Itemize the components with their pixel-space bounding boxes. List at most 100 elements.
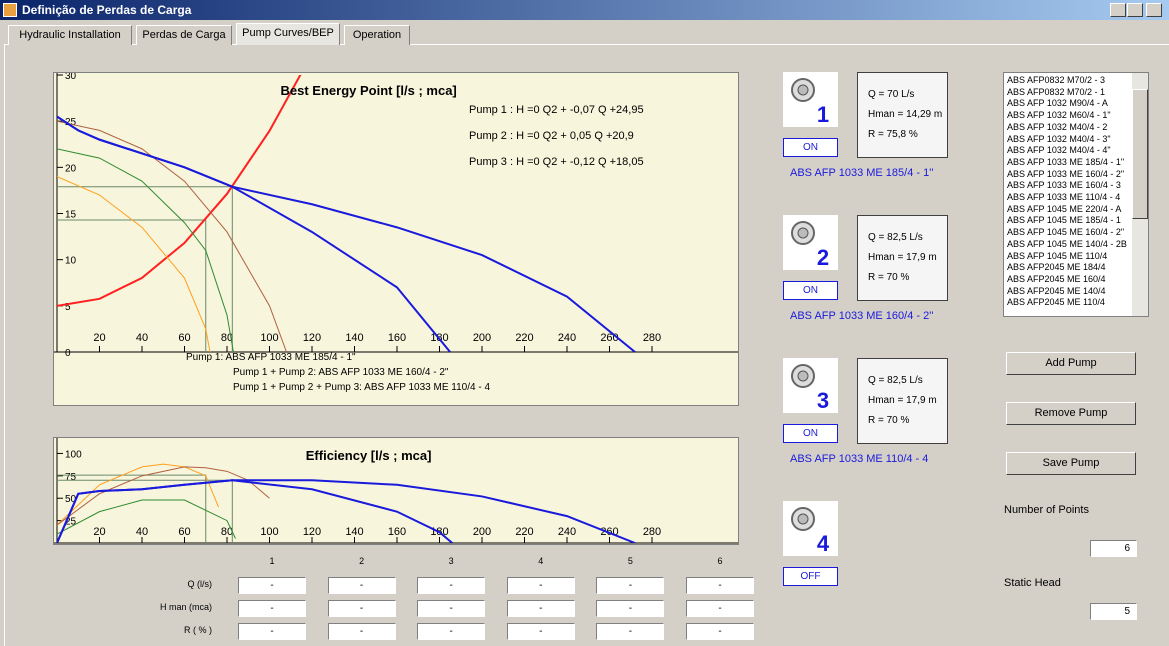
curve: [57, 115, 636, 352]
table-cell[interactable]: -: [686, 623, 754, 640]
window-control[interactable]: [1146, 3, 1162, 17]
table-cell[interactable]: -: [506, 577, 575, 594]
x-tick-label: 240: [558, 526, 576, 538]
column-header: 1: [269, 556, 275, 566]
pump-list-item[interactable]: ABS AFP 1033 ME 160/4 - 3: [1007, 180, 1121, 191]
pump-list-item[interactable]: ABS AFP 1032 M90/4 - A: [1007, 98, 1108, 109]
x-tick-label: 260: [600, 332, 618, 344]
table-cell[interactable]: -: [327, 600, 396, 617]
label: Static Head: [1004, 577, 1061, 589]
column-header: 5: [627, 556, 633, 566]
tab[interactable]: Operation: [344, 25, 410, 45]
scroll-thumb[interactable]: [1132, 89, 1148, 219]
equation: Pump 3 : H =0 Q2 + -0,12 Q +18,05: [469, 156, 644, 168]
button[interactable]: Remove Pump: [1006, 402, 1136, 425]
table-cell[interactable]: -: [686, 577, 754, 594]
pump-list-item[interactable]: ABS AFP 1033 ME 110/4 - 4: [1007, 192, 1121, 202]
x-tick-label: 60: [178, 526, 190, 538]
pump-list-item[interactable]: ABS AFP 1045 ME 185/4 - 1: [1007, 215, 1121, 226]
curve: [57, 176, 211, 352]
tab[interactable]: Pump Curves/BEP: [236, 23, 340, 45]
curve: [57, 115, 451, 352]
legend-entry: Pump 1 + Pump 2 + Pump 3: ABS AFP 1033 M…: [233, 382, 490, 393]
table-cell[interactable]: -: [417, 623, 486, 640]
pump-list-item[interactable]: ABS AFP 1032 M40/4 - 4": [1007, 145, 1111, 156]
pump-list-item[interactable]: ABS AFP0832 M70/2 - 1: [1007, 86, 1106, 97]
y-tick-label: 5: [65, 302, 71, 313]
pump-list-item[interactable]: ABS AFP2045 ME 184/4: [1007, 262, 1106, 273]
pump-info: Q = 82,5 L/s Hman = 17,9 m R = 70 %: [857, 215, 948, 301]
tab[interactable]: Perdas de Carga: [136, 25, 232, 45]
button[interactable]: Add Pump: [1006, 352, 1136, 375]
table-cell[interactable]: -: [596, 577, 665, 594]
button[interactable]: Save Pump: [1006, 452, 1136, 475]
pump-list-item[interactable]: ABS AFP2045 ME 160/4: [1007, 273, 1106, 284]
x-tick-label: 80: [221, 526, 233, 538]
pump-glyph: 2: [791, 221, 829, 270]
x-tick-label: 20: [93, 332, 105, 344]
pump-toggle[interactable]: ON: [783, 281, 838, 300]
pump-icon: 4: [783, 501, 838, 556]
title-bar: Definição de Perdas de Carga: [0, 0, 1169, 20]
row-label: H man (mca): [159, 602, 212, 612]
pump-list-item[interactable]: ABS AFP 1033 ME 160/4 - 2": [1007, 168, 1125, 179]
pump-list-item[interactable]: ABS AFP2045 ME 140/4: [1007, 285, 1106, 296]
curves: [57, 463, 636, 543]
table-cell[interactable]: -: [327, 577, 396, 594]
equation: Pump 2 : H =0 Q2 + 0,05 Q +20,9: [469, 130, 634, 142]
pump-list-item[interactable]: ABS AFP0832 M70/2 - 3: [1007, 75, 1106, 85]
pump-icon: 3: [783, 358, 838, 413]
pump-list-item[interactable]: ABS AFP 1045 ME 220/4 - A: [1007, 203, 1122, 214]
pump-list-item[interactable]: ABS AFP 1045 ME 110/4: [1007, 250, 1108, 261]
table-cell[interactable]: -: [686, 600, 754, 617]
efficiency-chart: 25 50 75 100 20 40 60 80 100 120 140 160 180 200 220 24…: [53, 437, 739, 545]
pump-number: 4: [817, 531, 830, 556]
number-input[interactable]: 6: [1090, 540, 1137, 557]
curve: [57, 148, 234, 352]
tab[interactable]: Hydraulic Installation: [8, 25, 132, 45]
pump-list-item[interactable]: ABS AFP 1033 ME 185/4 - 1": [1007, 156, 1125, 167]
column-header: 4: [538, 556, 544, 566]
curve: [57, 75, 302, 307]
pump-toggle[interactable]: ON: [783, 424, 838, 443]
table-cell[interactable]: -: [506, 623, 575, 640]
x-tick-label: 160: [388, 332, 406, 344]
legend-entry: Pump 1: ABS AFP 1033 ME 185/4 - 1": [186, 352, 356, 363]
table-cell[interactable]: -: [506, 600, 575, 617]
table-cell[interactable]: -: [238, 577, 306, 594]
pump-list-item[interactable]: ABS AFP 1045 ME 160/4 - 2": [1007, 227, 1125, 238]
table-cell[interactable]: -: [417, 600, 486, 617]
y-tick-label: 20: [65, 163, 77, 174]
table-cell[interactable]: -: [596, 623, 665, 640]
pump-model: ABS AFP 1033 ME 160/4 - 2'': [790, 310, 934, 322]
pump-list-item[interactable]: ABS AFP 1032 M40/4 - 3": [1007, 133, 1111, 144]
x-tick-label: 20: [93, 526, 105, 538]
table-cell[interactable]: -: [327, 623, 396, 640]
pump-info-line: Q = 70 L/s: [868, 89, 915, 100]
y-tick-label: 0: [65, 348, 71, 359]
chart-title: Best Energy Point [l/s ; mca]: [281, 83, 457, 98]
pump-icon: 2: [783, 215, 838, 270]
pump-toggle[interactable]: OFF: [783, 567, 838, 586]
table-cell[interactable]: -: [417, 577, 486, 594]
pump-list-item[interactable]: ABS AFP 1032 M40/4 - 2: [1007, 121, 1108, 132]
pump-list-item[interactable]: ABS AFP 1045 ME 140/4 - 2B: [1007, 238, 1127, 249]
table-cell[interactable]: -: [238, 623, 306, 640]
pump-list[interactable]: ABS AFP0832 M70/2 - 3 ABS AFP0832 M70/2 -…: [1003, 72, 1149, 317]
y-tick-label: 50: [65, 494, 77, 505]
curve: [57, 120, 287, 352]
pump-list-item[interactable]: ABS AFP2045 ME 110/4: [1007, 297, 1105, 308]
window-control[interactable]: [1110, 3, 1126, 17]
pump-toggle[interactable]: ON: [783, 138, 838, 157]
table-cell[interactable]: -: [238, 600, 306, 617]
pump-core: [797, 370, 809, 382]
pump-core: [797, 513, 809, 525]
tab-panel: [4, 44, 1169, 646]
operating-point-guide: [57, 219, 207, 352]
window-control[interactable]: [1127, 3, 1143, 17]
table-cell[interactable]: -: [596, 600, 665, 617]
number-input[interactable]: 5: [1090, 603, 1137, 620]
pump-list-item[interactable]: ABS AFP 1032 M60/4 - 1": [1007, 110, 1111, 121]
